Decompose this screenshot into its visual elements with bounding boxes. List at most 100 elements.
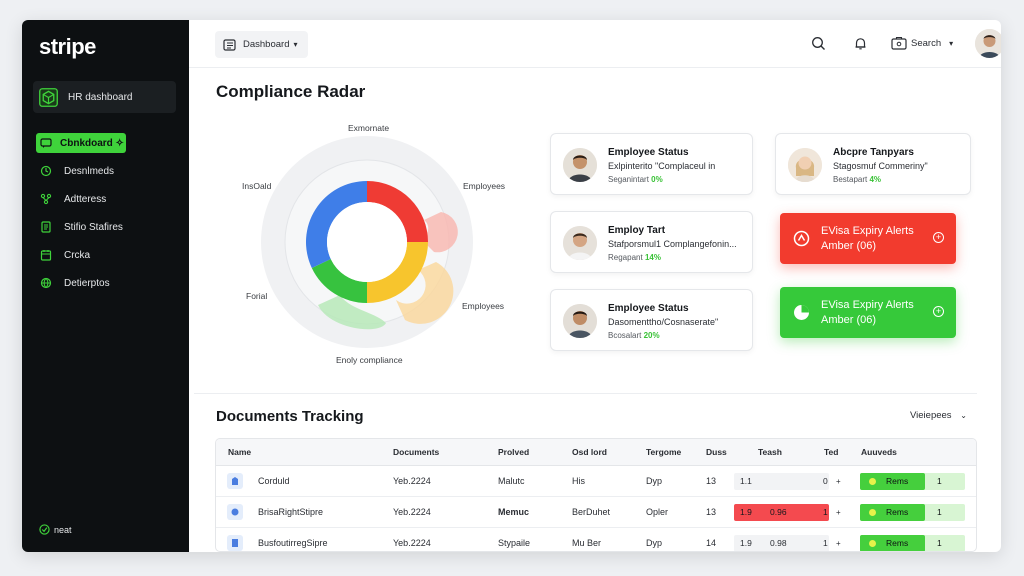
alert-count: Amber (06) [821,314,877,326]
row-documents: Yeb.2224 [393,476,431,486]
radar-segment-3[interactable] [306,181,367,268]
visa-expiry-alert-green[interactable]: EVisa Expiry Alerts Amber (06) + [780,287,956,338]
status-pill[interactable]: Rems 1 [860,473,965,490]
topbar: Dashboard ▾ Search ▾ [189,20,1001,68]
row-osd: Mu Ber [572,538,602,548]
compliance-radar-chart: Exmornate Employees InsOald Forial Emplo… [210,120,520,370]
employee-card[interactable]: Abcpre Tanpyars Stagosmuf Commeriny" Bes… [775,133,971,195]
teash-a: 1.1 [740,476,752,486]
sidebar-nav: Cbnkdoard ✧ Desnlmeds Adtteress Stifio S… [36,133,176,301]
teash-bar: 1.1 0 [734,473,829,490]
table-row[interactable]: BusfoutirregSipre Yeb.2224 Stypaile Mu B… [216,528,976,551]
radar-petal-green [318,295,386,330]
search-icon[interactable] [811,36,826,51]
documents-title: Documents Tracking [216,408,364,425]
col-tergome[interactable]: Tergome [646,447,682,457]
plus-icon[interactable]: + [933,306,944,317]
section-divider [194,393,977,394]
card-title: Employee Status [608,303,689,314]
card-percent: 20% [643,331,660,340]
sidebar-item-addresses[interactable]: Adtteress [36,189,176,209]
row-osd: His [572,476,585,486]
radar-segment-1[interactable] [367,242,428,303]
teash-a: 1.9 [740,538,752,548]
col-documents[interactable]: Documents [393,447,440,457]
table-row[interactable]: BrisaRightStipre Yeb.2224 Memuc BerDuhet… [216,497,976,528]
radar-label-bottom-right: Employees [462,301,505,311]
view-selector[interactable]: Vieiepees ⌄ [910,410,967,421]
radar-label-top-right: Employees [463,181,506,191]
teash-bar: 1.9 0.98 1 [734,535,829,551]
sidebar-item-label: Crcka [64,249,91,261]
bell-icon[interactable] [853,36,868,51]
col-auuveds[interactable]: Auuveds [861,447,897,457]
ted-value: 0 [823,476,828,486]
col-name[interactable]: Name [228,447,252,457]
workspace-switcher[interactable]: HR dashboard [33,81,176,113]
col-duss[interactable]: Duss [706,447,727,457]
plus-icon[interactable]: + [836,538,841,548]
ted-value: 1 [823,507,828,517]
chat-icon [40,138,52,148]
plus-icon[interactable]: + [836,476,841,486]
search-button[interactable]: Search ▾ [891,36,953,50]
sidebar-footer-link[interactable]: neat [39,524,72,535]
employee-card[interactable]: Employ Tart Stafporsmul1 Complangefonin.… [550,211,753,273]
radar-label-bottom: Enoly compliance [336,355,403,365]
status-label: Rems [886,476,909,486]
alert-title: EVisa Expiry Alerts [821,225,914,237]
briefcase-icon [891,36,907,50]
calendar-icon [40,250,52,261]
radar-segment-2[interactable] [311,259,367,303]
employee-card[interactable]: Employee Status Dasomenttho/Cosnaserate"… [550,289,753,351]
breadcrumb-dropdown[interactable]: Dashboard ▾ [215,31,308,58]
sidebar-item-reports[interactable]: Detierptos [36,273,176,293]
plus-icon[interactable]: + [933,232,944,243]
radar-segment-0[interactable] [367,181,428,242]
user-avatar[interactable] [975,29,1001,58]
file-icon [227,466,243,496]
status-count: 1 [937,507,942,517]
radar-petal-yellow [396,262,454,324]
sidebar-item-checks[interactable]: Crcka [36,245,176,265]
row-name: BrisaRightStipre [258,507,324,517]
col-teash[interactable]: Teash [758,447,782,457]
plus-icon[interactable]: + [836,507,841,517]
row-prolved: Stypaile [498,538,531,548]
warning-icon [793,230,810,247]
alert-title: EVisa Expiry Alerts [821,299,914,311]
card-meta: Bcosalart 20% [608,331,660,340]
card-line: Exlpinterito "Complaceul in [608,161,716,171]
col-prolved[interactable]: Prolved [498,447,530,457]
sidebar-item-status[interactable]: Stifio Stafires [36,217,176,237]
teash-bar: 1.9 0.96 1 [734,504,829,521]
row-tergome: Dyp [646,476,663,486]
col-ted[interactable]: Ted [824,447,839,457]
sidebar-item-dashboard[interactable]: Cbnkdoard ✧ [36,133,126,153]
col-osd-lord[interactable]: Osd lord [572,447,607,457]
documents-table: Name Documents Prolved Osd lord Tergome … [215,438,977,552]
stripe-logo[interactable]: stripe [39,34,96,59]
status-label: Rems [886,507,909,517]
document-icon [41,221,51,233]
sidebar-item-label: Stifio Stafires [64,221,123,233]
teash-b: 0.98 [770,538,787,548]
row-documents: Yeb.2224 [393,507,431,517]
card-line: Stafporsmul1 Complangefonin... [608,239,737,249]
status-pill[interactable]: Rems 1 [860,535,965,551]
employee-card[interactable]: Employee Status Exlpinterito "Complaceul… [550,133,753,195]
file-icon [227,528,243,551]
card-percent: 0% [651,175,663,184]
sidebar-item-documents[interactable]: Desnlmeds [36,161,176,181]
row-duss: 13 [706,476,717,486]
radar-label-left-top: InsOald [242,181,272,191]
status-pill[interactable]: Rems 1 [860,504,965,521]
status-count: 1 [937,538,942,548]
table-row[interactable]: Corduld Yeb.2224 Malutc His Dyp 13 1.1 0… [216,466,976,497]
breadcrumb-label: Dashboard [243,39,290,50]
refresh-icon [40,165,52,177]
radar-petal-red [420,212,458,253]
visa-expiry-alert-red[interactable]: EVisa Expiry Alerts Amber (06) + [780,213,956,264]
status-label: Rems [886,538,909,548]
radar-label-left-bottom: Forial [246,291,268,301]
